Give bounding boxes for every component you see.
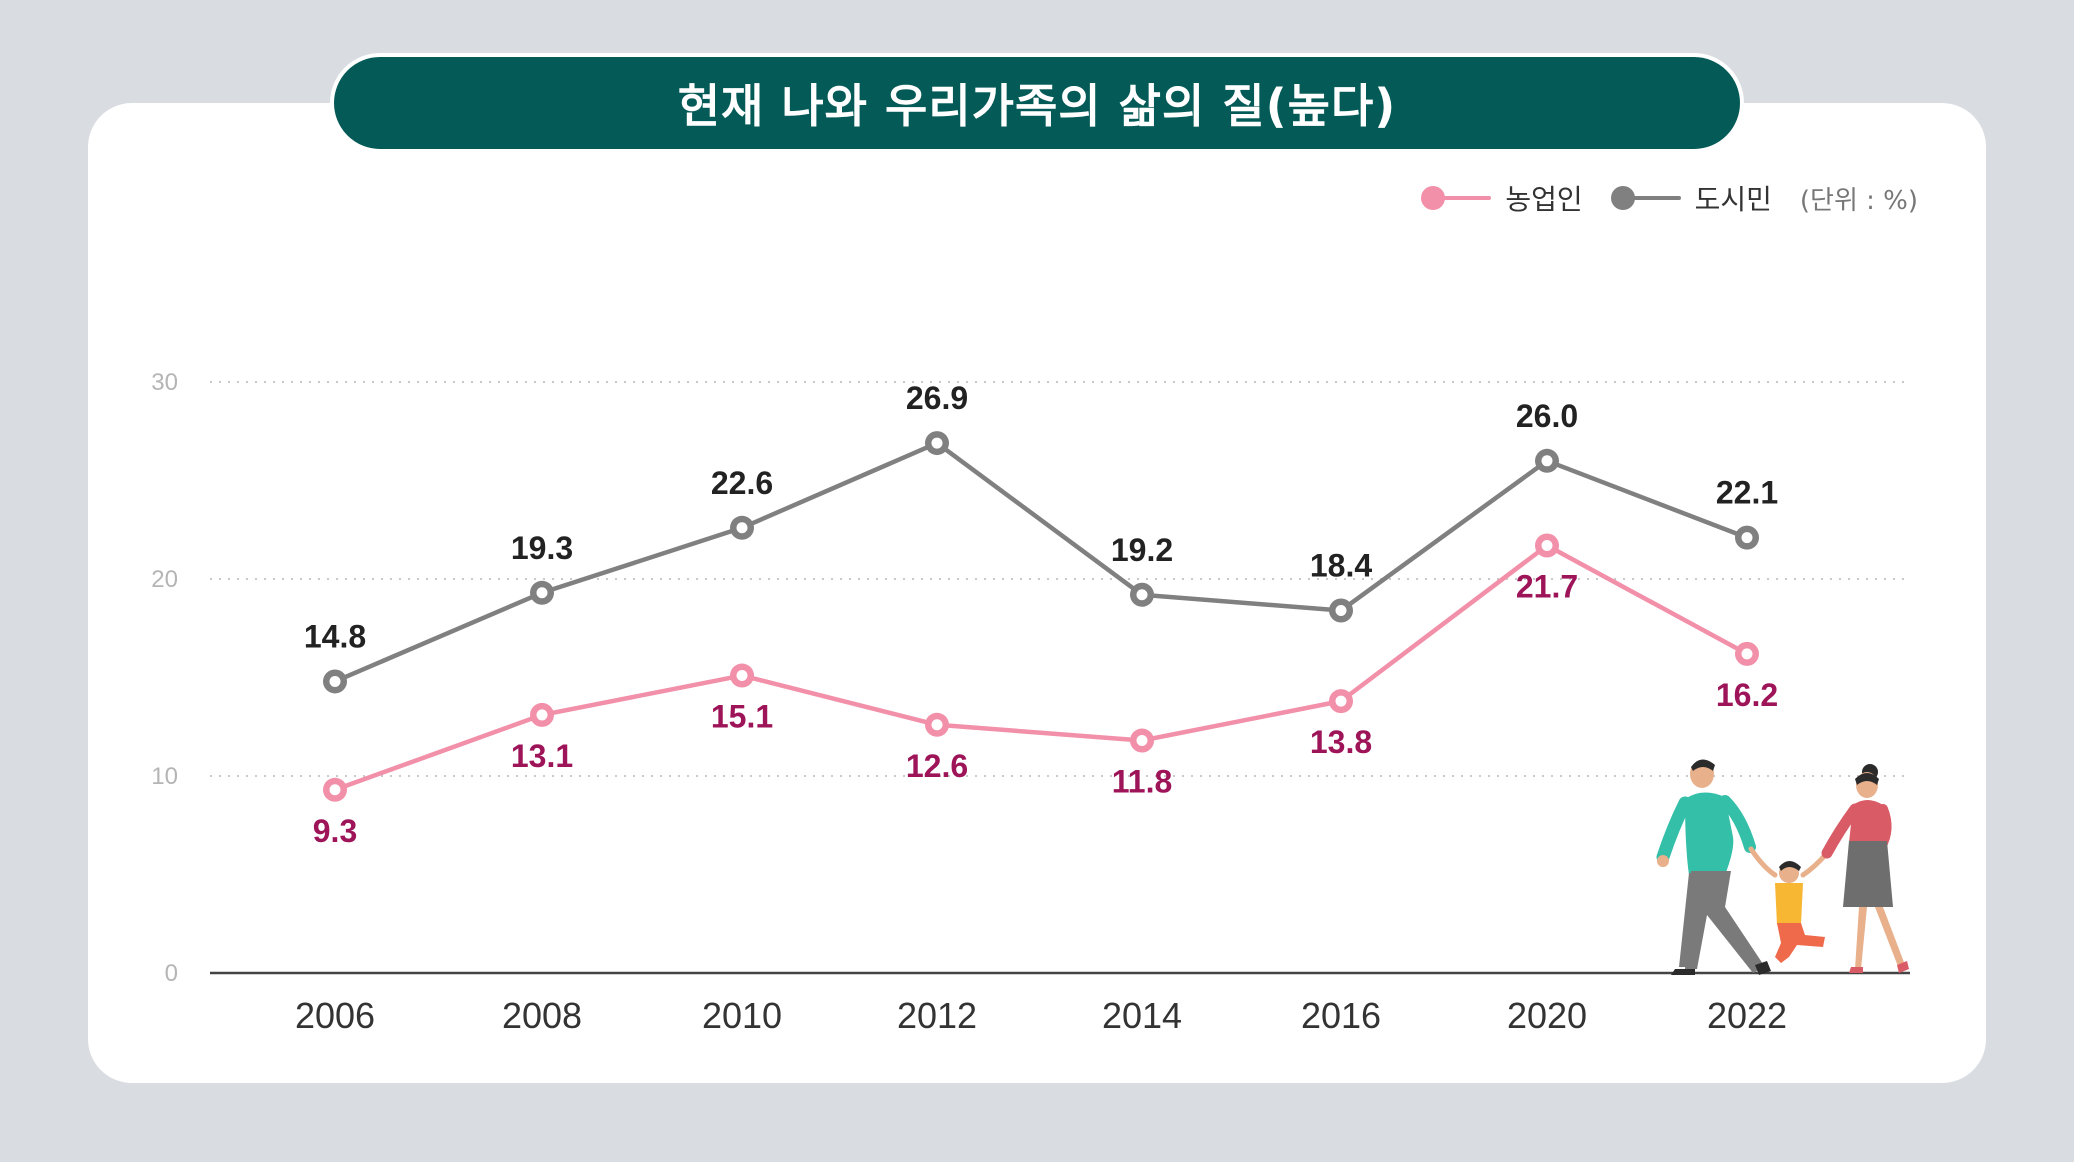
legend-swatch-citizens	[1610, 186, 1681, 210]
x-tick-label: 2016	[1301, 995, 1381, 1036]
data-label: 13.1	[511, 738, 573, 774]
data-label: 16.2	[1716, 677, 1778, 713]
y-tick-label: 0	[165, 960, 178, 987]
father-figure	[1656, 759, 1771, 975]
x-tick-label: 2008	[502, 995, 582, 1036]
data-label: 19.2	[1111, 532, 1173, 568]
data-point-center	[931, 719, 943, 731]
y-tick-label: 10	[151, 763, 178, 790]
x-tick-label: 2006	[295, 995, 375, 1036]
data-point-center	[1335, 695, 1347, 707]
x-tick-label: 2012	[897, 995, 977, 1036]
legend-item-farmers: 농업인	[1421, 178, 1583, 218]
data-label: 22.6	[711, 465, 773, 501]
data-label: 19.3	[511, 530, 573, 566]
data-point-center	[736, 670, 748, 682]
data-point-center	[931, 437, 943, 449]
data-label: 26.0	[1516, 398, 1578, 434]
data-point-center	[1741, 532, 1753, 544]
data-label: 14.8	[304, 618, 366, 654]
series-layer	[323, 431, 1759, 802]
axis-layer: 0 10 20 30 2006 2008 2010 2012 2014 2016 2020 2022	[151, 369, 1910, 1036]
data-point-center	[1541, 455, 1553, 467]
data-point-center	[1541, 540, 1553, 552]
family-illustration	[1656, 759, 1909, 975]
label-layer: 14.8 19.3 22.6 26.9 19.2 18.4 26.0 22.1 9.3 13.1 1…	[304, 380, 1778, 849]
x-tick-label: 2014	[1102, 995, 1182, 1036]
data-label: 15.1	[711, 699, 773, 735]
unit-label: (단위 : %)	[1799, 185, 1918, 216]
x-tick-label: 2020	[1507, 995, 1587, 1036]
grid-layer	[210, 381, 1910, 777]
child-figure	[1748, 846, 1830, 963]
y-tick-label: 30	[151, 369, 178, 396]
data-point-center	[329, 675, 341, 687]
data-label: 12.6	[906, 748, 968, 784]
data-label: 22.1	[1716, 475, 1778, 511]
data-label: 13.8	[1310, 724, 1372, 760]
data-point-center	[536, 709, 548, 721]
data-label: 26.9	[906, 380, 968, 416]
data-point-center	[329, 784, 341, 796]
data-point-center	[1741, 648, 1753, 660]
chart-title: 현재 나와 우리가족의 삶의 질(높다)	[330, 53, 1744, 153]
x-tick-label: 2010	[702, 995, 782, 1036]
data-point-center	[536, 587, 548, 599]
x-tick-label: 2022	[1707, 995, 1787, 1036]
data-label: 11.8	[1112, 764, 1173, 800]
data-label: 18.4	[1310, 548, 1372, 584]
legend-label-farmers: 농업인	[1505, 183, 1583, 216]
legend-label-citizens: 도시민	[1694, 183, 1772, 216]
y-tick-label: 20	[151, 566, 178, 593]
legend-swatch-farmers	[1421, 186, 1492, 210]
data-label: 21.7	[1516, 569, 1578, 605]
data-point-center	[1335, 605, 1347, 617]
chart-legend: 농업인 도시민 (단위 : %)	[1421, 178, 1918, 218]
legend-item-citizens: 도시민	[1610, 178, 1772, 218]
series-line-citizens	[334, 440, 1748, 684]
mother-figure	[1821, 764, 1909, 973]
chart-card	[88, 103, 1986, 1083]
data-point-center	[1136, 735, 1148, 747]
data-point-center	[1136, 589, 1148, 601]
data-point-center	[736, 522, 748, 534]
series-line-farmers	[334, 543, 1749, 792]
data-label: 9.3	[313, 813, 357, 849]
